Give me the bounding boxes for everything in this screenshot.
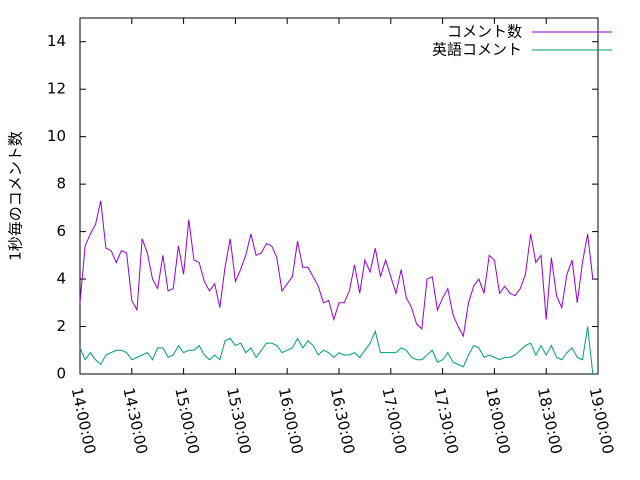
legend-label: コメント数 xyxy=(447,23,522,41)
x-tick-label: 16:00:00 xyxy=(275,386,307,456)
series-line xyxy=(79,200,594,338)
x-tick-label: 18:30:00 xyxy=(534,386,566,456)
y-axis-label: 1秒毎のコメント数 xyxy=(7,131,25,261)
y-tick-label: 0 xyxy=(56,365,66,383)
y-tick-label: 6 xyxy=(56,222,66,240)
x-tick-label: 19:00:00 xyxy=(586,386,618,456)
y-tick-label: 14 xyxy=(47,32,66,50)
x-tick-label: 18:00:00 xyxy=(482,386,514,456)
x-tick-label: 14:30:00 xyxy=(119,386,151,456)
y-tick-label: 2 xyxy=(56,317,66,335)
x-tick-label: 17:00:00 xyxy=(378,386,410,456)
y-tick-label: 4 xyxy=(56,270,66,288)
y-tick-label: 12 xyxy=(47,80,66,98)
y-tick-label: 10 xyxy=(47,127,66,145)
legend-label: 英語コメント xyxy=(432,41,522,59)
plot-border xyxy=(79,17,599,375)
x-tick-label: 15:30:00 xyxy=(223,386,255,456)
y-tick-label: 8 xyxy=(56,175,66,193)
x-tick-label: 15:00:00 xyxy=(171,386,203,456)
series-line xyxy=(79,326,594,375)
x-tick-label: 14:00:00 xyxy=(68,386,100,456)
x-tick-label: 17:30:00 xyxy=(430,386,462,456)
x-tick-label: 16:30:00 xyxy=(327,386,359,456)
